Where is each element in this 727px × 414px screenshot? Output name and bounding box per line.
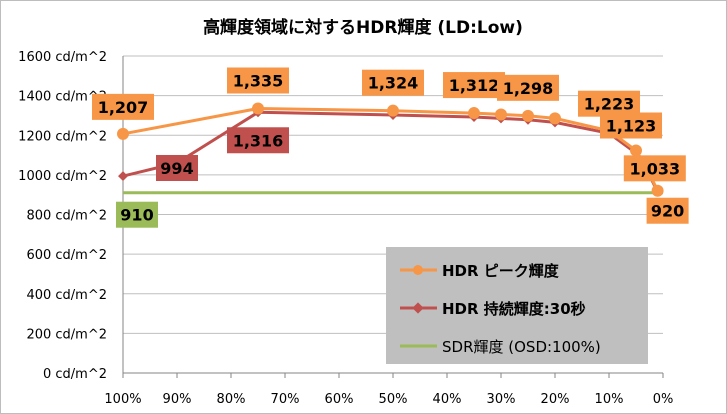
point-peak (468, 107, 480, 120)
point-peak (630, 144, 642, 157)
point-peak (117, 127, 129, 140)
y-tick-label: 1400 cd/m^2 (18, 90, 107, 105)
x-tick-label: 50% (379, 392, 408, 407)
x-tick-label: 90% (163, 392, 192, 407)
data-label-box-peak (578, 90, 640, 117)
data-label-sdr: 910 (120, 206, 153, 225)
data-label-box-peak (497, 74, 559, 101)
x-tick-label: 30% (487, 392, 516, 407)
point-peak (651, 184, 664, 197)
data-label-box-sdr (116, 201, 158, 228)
data-label-box-peak (443, 72, 505, 99)
point-peak (387, 104, 399, 117)
x-tick-label: 70% (271, 392, 300, 407)
data-label-peak: 1,324 (368, 74, 419, 93)
y-tick-label: 1200 cd/m^2 (18, 129, 107, 144)
x-tick-label: 20% (541, 392, 570, 407)
x-tick-label: 80% (217, 392, 246, 407)
legend-marker-peak (413, 265, 423, 275)
y-tick-label: 1600 cd/m^2 (18, 50, 107, 65)
y-tick-label: 200 cd/m^2 (26, 327, 107, 342)
data-label-box-sustained (227, 127, 289, 154)
legend-label-sdr: SDR輝度 (OSD:100%) (442, 338, 601, 356)
data-label-box-peak (362, 69, 424, 96)
data-label-peak: 1,223 (584, 95, 635, 114)
point-peak (549, 112, 561, 125)
y-tick-label: 800 cd/m^2 (26, 209, 107, 224)
x-tick-label: 40% (433, 392, 462, 407)
y-tick-label: 1000 cd/m^2 (18, 169, 107, 184)
data-label-box-sustained (156, 154, 198, 181)
data-label-peak: 1,335 (233, 72, 284, 91)
data-label-peak: 1,312 (449, 76, 500, 95)
point-peak (522, 109, 534, 122)
data-label-box-peak (600, 112, 662, 139)
legend-label-peak: HDR ピーク輝度 (442, 262, 560, 280)
data-label-peak: 1,123 (606, 117, 657, 136)
data-label-box-peak (623, 155, 686, 182)
data-label-peak: 920 (651, 202, 684, 221)
data-label-peak: 1,298 (503, 79, 554, 98)
point-peak (495, 108, 507, 121)
legend-label-sustained: HDR 持続輝度:30秒 (442, 300, 586, 318)
point-peak (252, 102, 264, 115)
y-tick-label: 600 cd/m^2 (26, 248, 107, 263)
legend-marker-sustained (412, 302, 424, 314)
chart-title: 高輝度領域に対するHDR輝度 (LD:Low) (203, 17, 523, 38)
x-tick-label: 0% (653, 392, 674, 407)
data-label-sustained: 994 (160, 159, 193, 178)
data-label-sustained: 1,316 (233, 131, 284, 150)
y-tick-label: 400 cd/m^2 (26, 288, 107, 303)
data-label-peak: 1,033 (629, 159, 680, 178)
x-tick-label: 100% (104, 392, 141, 407)
x-tick-label: 10% (595, 392, 624, 407)
data-label-peak: 1,207 (98, 98, 149, 117)
data-label-box-peak (92, 93, 154, 120)
x-tick-label: 60% (325, 392, 354, 407)
data-label-box-peak (227, 67, 289, 94)
y-tick-label: 0 cd/m^2 (43, 367, 107, 382)
point-sustained (118, 171, 128, 182)
data-label-box-peak (646, 197, 689, 224)
